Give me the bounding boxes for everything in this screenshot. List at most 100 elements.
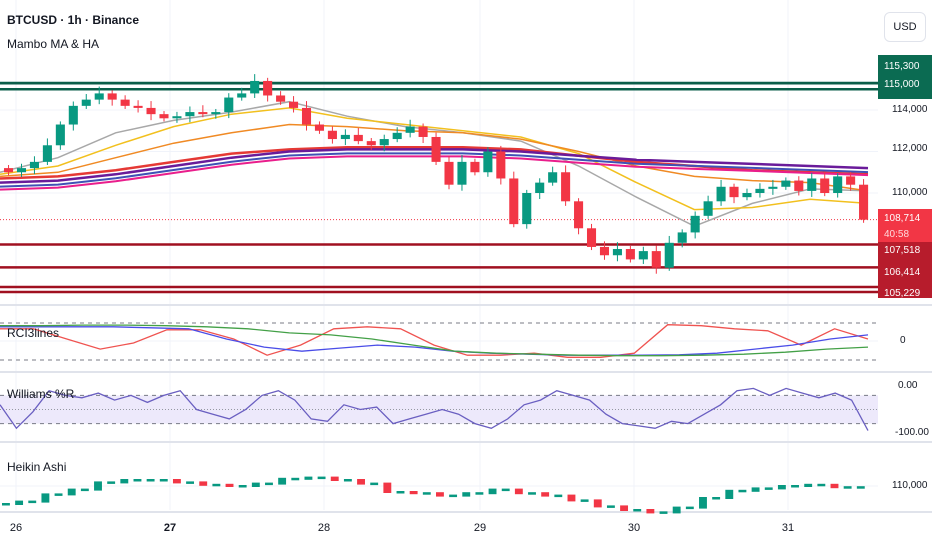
candle-body-19: [250, 80, 260, 94]
ha-candle-15: [199, 481, 208, 486]
candle-body-51: [664, 242, 674, 268]
ha-candle-45: [593, 499, 602, 508]
ha-candle-57: [751, 487, 760, 492]
ha-candle-34: [449, 494, 458, 498]
candle-body-7: [94, 93, 104, 100]
price-tick-112000: 112,000: [892, 143, 928, 154]
candle-body-48: [625, 249, 635, 260]
ha-candle-56: [738, 489, 747, 493]
ha-candle-6: [80, 488, 89, 492]
resistance-tags: 115,300 115,000: [878, 55, 932, 99]
symbol-title[interactable]: BTCUSD · 1h · Binance: [7, 13, 140, 27]
candle-body-5: [68, 105, 78, 125]
williams-pane-label[interactable]: Williams %R: [7, 387, 75, 401]
ha-candle-16: [212, 483, 221, 487]
ha-candle-55: [725, 489, 734, 499]
candle-body-65: [846, 176, 856, 185]
ha-candle-49: [646, 509, 655, 514]
candle-body-41: [535, 182, 545, 193]
current-price-tag: 108,714 40:58: [878, 209, 932, 242]
support-tags: 107,518 106,414 105,229: [878, 242, 932, 298]
williams-line: [0, 387, 869, 431]
rci-pane-label[interactable]: RCI3lines: [7, 326, 60, 340]
candle-body-46: [599, 246, 610, 256]
ha-candle-53: [699, 497, 707, 509]
price-tick-114000: 114,000: [892, 104, 928, 115]
ha-candle-46: [606, 505, 615, 508]
ma-line-0: [0, 100, 869, 228]
ha-candle-47: [620, 505, 629, 511]
ha-candle-17: [225, 483, 234, 487]
ha-candle-31: [409, 491, 418, 495]
ha-candle-18: [238, 485, 247, 488]
rci-line-mid: [0, 326, 869, 356]
candle-body-63: [820, 178, 830, 193]
candle-body-60: [781, 180, 791, 187]
candle-body-26: [340, 134, 350, 140]
rci-line-long: [0, 324, 869, 357]
current-price: 108,714: [884, 213, 921, 224]
candle-body-42: [548, 172, 558, 183]
ha-candle-35: [462, 492, 471, 497]
candle-body-18: [237, 93, 247, 98]
time-label-26: 26: [9, 522, 23, 534]
candle-body-15: [198, 112, 208, 115]
ha-candle-40: [528, 492, 536, 495]
candle-body-31: [405, 126, 415, 133]
ha-candle-9: [120, 479, 129, 484]
candle-body-8: [107, 93, 117, 100]
candle-body-36: [470, 161, 480, 173]
ha-candle-52: [685, 506, 694, 510]
currency-button[interactable]: USD: [884, 12, 926, 42]
ha-candle-33: [436, 492, 444, 497]
ha-candle-13: [172, 479, 181, 484]
williams-tick-minus100: -100.00: [895, 427, 929, 438]
support-tag-105229: 105,229: [884, 288, 921, 298]
ha-candle-36: [475, 492, 484, 495]
ma-line-1: [0, 107, 869, 211]
candle-body-27: [353, 134, 363, 142]
candle-body-53: [690, 215, 700, 233]
ha-candle-62: [817, 483, 826, 487]
candle-body-66: [859, 184, 869, 220]
candle-body-49: [638, 251, 648, 260]
support-tag-107518: 107,518: [884, 245, 921, 256]
ha-candle-59: [777, 485, 786, 490]
support-tag-106414: 106,414: [884, 267, 921, 278]
heikin-pane-label[interactable]: Heikin Ashi: [7, 460, 67, 474]
ha-candle-60: [791, 485, 799, 488]
candle-body-29: [379, 139, 389, 146]
ha-candle-64: [843, 486, 852, 489]
ha-candle-8: [107, 481, 116, 484]
ha-candle-51: [672, 506, 681, 514]
ha-candle-30: [396, 491, 405, 494]
candle-body-25: [327, 130, 337, 140]
candle-body-54: [703, 201, 713, 216]
ha-candle-28: [370, 482, 379, 486]
candle-body-43: [561, 172, 571, 202]
time-label-28: 28: [317, 522, 331, 534]
candle-body-30: [392, 132, 402, 140]
candle-body-62: [807, 178, 817, 191]
resistance-tag-115300: 115,300: [884, 61, 920, 72]
time-label-30: 30: [627, 522, 641, 534]
candle-body-35: [457, 161, 467, 185]
ha-candle-54: [712, 497, 721, 500]
candle-body-38: [496, 151, 506, 179]
candle-body-33: [431, 136, 441, 162]
ha-candle-22: [291, 477, 300, 481]
ha-candle-12: [159, 479, 168, 482]
heikin-tick-110000: 110,000: [892, 480, 928, 491]
candle-body-3: [42, 145, 52, 162]
ha-candle-38: [501, 488, 510, 492]
indicator-legend-mambo[interactable]: Mambo MA & HA: [7, 37, 100, 51]
ha-candle-11: [146, 479, 155, 482]
time-label-31: 31: [781, 522, 795, 534]
ha-candle-44: [580, 499, 589, 502]
ha-candle-48: [633, 509, 642, 512]
candle-body-17: [224, 97, 234, 113]
ha-candle-27: [357, 479, 365, 485]
candle-body-11: [146, 107, 156, 115]
ha-candle-5: [67, 488, 76, 496]
